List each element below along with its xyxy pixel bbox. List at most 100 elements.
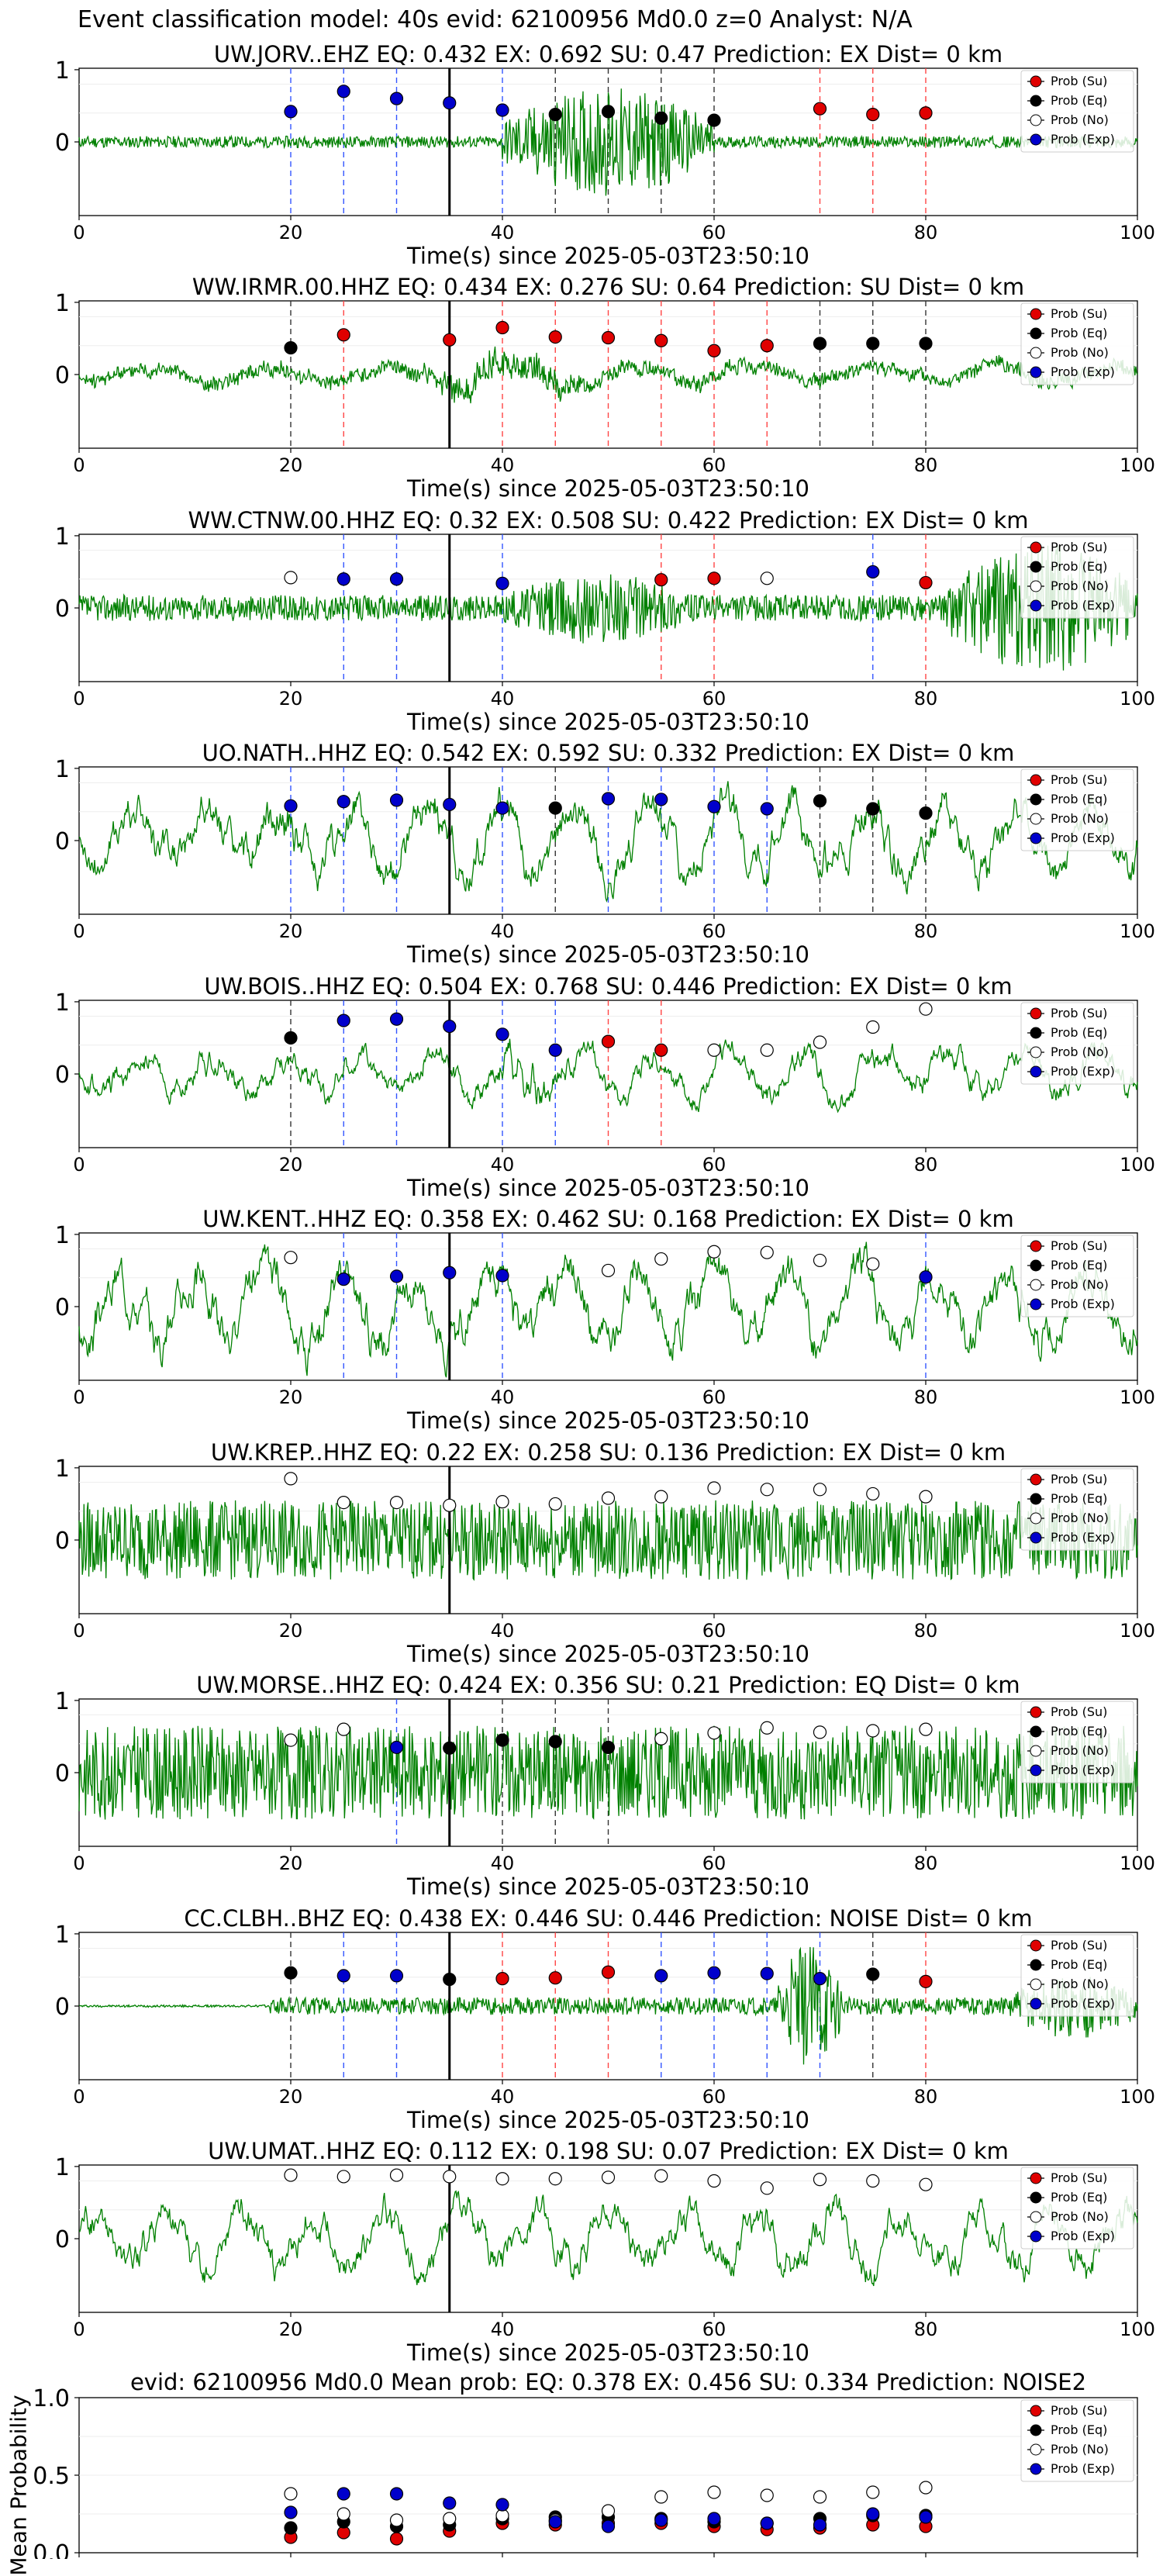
- legend-marker: [1030, 75, 1042, 88]
- station-panel: UW.JORV..EHZ EQ: 0.432 EX: 0.692 SU: 0.4…: [55, 41, 1155, 269]
- legend-entry: Prob (No): [1051, 1277, 1109, 1292]
- legend-entry: Prob (Eq): [1051, 792, 1107, 806]
- legend-marker: [1030, 813, 1042, 825]
- probability-marker-eq: [866, 802, 880, 816]
- probability-marker-exp: [336, 1969, 350, 1983]
- probability-marker-eq: [866, 1967, 880, 1981]
- xtick-label: 80: [914, 1154, 938, 1176]
- probability-marker-exp: [760, 802, 774, 816]
- mean-marker-no: [707, 2485, 721, 2499]
- legend-marker: [1030, 1725, 1042, 1738]
- legend-marker: [1030, 1959, 1042, 1971]
- waveform-trace: [78, 346, 1138, 404]
- panel-title: UW.JORV..EHZ EQ: 0.432 EX: 0.692 SU: 0.4…: [214, 41, 1003, 67]
- legend-marker: [1030, 1007, 1042, 1020]
- mean-marker-no: [866, 2485, 880, 2499]
- probability-marker-no: [284, 1733, 298, 1747]
- station-panel: UO.NATH..HHZ EQ: 0.542 EX: 0.592 SU: 0.3…: [55, 740, 1155, 968]
- mean-marker-exp: [654, 2513, 668, 2527]
- probability-marker-exp: [919, 1270, 933, 1284]
- panel-title: WW.IRMR.00.HHZ EQ: 0.434 EX: 0.276 SU: 0…: [192, 274, 1024, 300]
- waveform-trace: [78, 88, 1138, 196]
- probability-marker-no: [760, 1245, 774, 1259]
- probability-marker-eq: [284, 1031, 298, 1045]
- panel-title: UW.UMAT..HHZ EQ: 0.112 EX: 0.198 SU: 0.0…: [208, 2138, 1009, 2164]
- mean-marker-no: [443, 2512, 457, 2526]
- xtick-label: 20: [279, 1853, 303, 1874]
- legend-box: [1020, 70, 1134, 153]
- xtick-label: 80: [914, 2557, 938, 2559]
- probability-marker-no: [813, 1253, 827, 1268]
- legend-marker: [1030, 1531, 1042, 1544]
- probability-marker-no: [919, 2177, 933, 2191]
- legend-marker: [1030, 2172, 1042, 2184]
- legend-marker: [1030, 793, 1042, 806]
- xtick-label: 40: [491, 1853, 515, 1874]
- ytick-label: 0.5: [33, 2463, 70, 2490]
- probability-marker-exp: [389, 572, 404, 586]
- xtick-label: 0: [73, 2319, 85, 2340]
- probability-marker-exp: [654, 792, 668, 806]
- probability-marker-eq: [866, 337, 880, 350]
- xtick-label: 0: [73, 2086, 85, 2108]
- xtick-label: 0: [73, 222, 85, 243]
- xtick-label: 60: [702, 2319, 726, 2340]
- xtick-label: 60: [702, 2557, 726, 2559]
- probability-marker-su: [601, 1034, 616, 1048]
- legend-entry: Prob (No): [1051, 811, 1109, 826]
- probability-marker-eq: [654, 111, 668, 125]
- probability-marker-no: [284, 2168, 298, 2182]
- xtick-label: 0: [73, 688, 85, 710]
- legend-marker: [1030, 1279, 1042, 1291]
- plot-area: [78, 1232, 1138, 1381]
- probability-marker-no: [336, 1495, 350, 1510]
- probability-marker-no: [707, 1245, 721, 1259]
- legend-marker: [1030, 774, 1042, 786]
- legend-entry: Prob (Eq): [1051, 559, 1107, 574]
- waveform-trace: [78, 1241, 1138, 1378]
- xtick-label: 80: [914, 454, 938, 476]
- legend-entry: Prob (Exp): [1051, 1996, 1115, 2011]
- probability-marker-eq: [919, 337, 933, 350]
- probability-marker-no: [495, 2172, 509, 2186]
- station-panel: UW.KENT..HHZ EQ: 0.358 EX: 0.462 SU: 0.1…: [55, 1206, 1155, 1434]
- ytick-label: 0.0: [33, 2540, 70, 2559]
- legend-marker: [1030, 1298, 1042, 1310]
- mean-probability-panel: evid: 62100956 Md0.0 Mean prob: EQ: 0.37…: [33, 2369, 1155, 2559]
- panel-title: WW.CTNW.00.HHZ EQ: 0.32 EX: 0.508 SU: 0.…: [188, 507, 1028, 534]
- xaxis-label: Time(s) since 2025-05-03T23:50:10: [406, 243, 809, 269]
- probability-marker-exp: [284, 105, 298, 119]
- legend-marker: [1030, 832, 1042, 844]
- xaxis-label: Time(s) since 2025-05-03T23:50:10: [406, 1407, 809, 1434]
- probability-marker-exp: [443, 96, 457, 110]
- legend-marker: [1030, 1998, 1042, 2010]
- xtick-label: 40: [491, 2319, 515, 2340]
- legend-marker: [1030, 580, 1042, 592]
- legend-entry: Prob (No): [1051, 2442, 1109, 2457]
- xtick-label: 20: [279, 2086, 303, 2108]
- probability-marker-su: [654, 573, 668, 587]
- mean-marker-eq: [284, 2521, 298, 2535]
- xtick-label: 0: [73, 1154, 85, 1176]
- ytick-label: 0: [55, 1528, 70, 1555]
- probability-marker-exp: [707, 799, 721, 813]
- legend-entry: Prob (Eq): [1051, 1491, 1107, 1506]
- probability-marker-su: [601, 1965, 616, 1979]
- probability-marker-eq: [707, 113, 721, 127]
- xtick-label: 100: [1120, 920, 1155, 942]
- panel-title: CC.CLBH..BHZ EQ: 0.438 EX: 0.446 SU: 0.4…: [184, 1905, 1032, 1932]
- legend-marker: [1030, 1512, 1042, 1525]
- ytick-label: 0: [55, 129, 70, 157]
- panel-title: UW.KENT..HHZ EQ: 0.358 EX: 0.462 SU: 0.1…: [202, 1206, 1013, 1232]
- xtick-label: 0: [73, 1620, 85, 1642]
- mean-marker-no: [813, 2490, 827, 2504]
- probability-marker-exp: [495, 103, 509, 117]
- mean-marker-exp: [389, 2487, 404, 2501]
- xtick-label: 100: [1120, 2557, 1155, 2559]
- probability-marker-exp: [336, 85, 350, 98]
- legend-entry: Prob (Eq): [1051, 2190, 1107, 2205]
- legend-entry: Prob (Exp): [1051, 2461, 1115, 2476]
- xtick-label: 100: [1120, 1386, 1155, 1408]
- probability-marker-su: [443, 333, 457, 347]
- probability-marker-su: [601, 330, 616, 345]
